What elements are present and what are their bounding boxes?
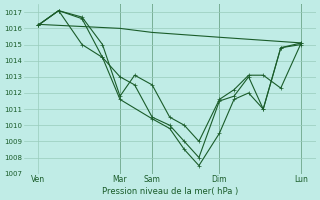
X-axis label: Pression niveau de la mer( hPa ): Pression niveau de la mer( hPa ) xyxy=(101,187,238,196)
